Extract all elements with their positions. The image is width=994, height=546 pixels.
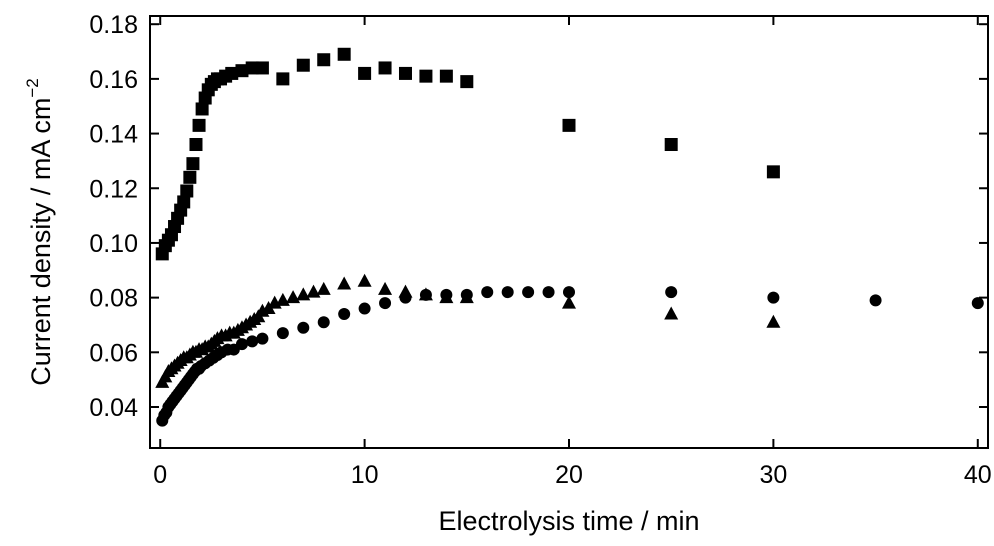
triangle-point <box>286 290 301 304</box>
triangle-point <box>664 306 679 320</box>
square-point <box>276 72 290 86</box>
square-point <box>562 118 576 132</box>
triangle-point <box>378 281 393 295</box>
square-point <box>225 66 239 80</box>
square-point <box>439 69 453 83</box>
y-tick-label: 0.14 <box>89 121 138 149</box>
x-tick-label: 0 <box>153 461 167 489</box>
square-point <box>189 138 203 152</box>
square-point <box>317 53 331 67</box>
x-tick-label: 20 <box>555 461 583 489</box>
x-axis-title: Electrolysis time / min <box>438 506 699 536</box>
circle-point <box>767 291 780 304</box>
circle-point <box>235 338 248 351</box>
square-point <box>180 184 194 198</box>
tick-labels: 0 10 20 30 40 0.04 0.06 0.08 0.10 0.12 0.14 0.16 0.1… <box>89 11 991 489</box>
data-markers <box>155 47 984 427</box>
square-point <box>183 170 197 184</box>
circle-point <box>563 286 575 299</box>
circle-point <box>256 332 269 345</box>
square-point <box>186 157 200 171</box>
circle-point <box>276 327 289 340</box>
circle-point <box>246 335 259 348</box>
series-triangle <box>155 273 781 388</box>
circle-point <box>481 286 494 299</box>
circle-point <box>665 286 678 299</box>
square-point <box>358 66 372 80</box>
square-point <box>235 64 249 78</box>
square-point <box>245 61 259 75</box>
square-point <box>664 138 678 152</box>
triangle-point <box>439 290 454 304</box>
y-tick-label: 0.12 <box>89 175 138 203</box>
circle-point <box>869 294 882 307</box>
circle-point <box>338 308 351 321</box>
circle-point <box>358 302 371 315</box>
circle-point <box>379 297 392 310</box>
circle-point <box>542 286 555 299</box>
circle-point <box>971 297 984 310</box>
square-point <box>378 61 392 75</box>
y-axis-title-text: Current density / mA cm <box>26 98 56 386</box>
y-tick-label: 0.10 <box>89 230 138 258</box>
y-axis-title-superscript: −2 <box>23 78 42 97</box>
tick-marks <box>150 16 988 448</box>
triangle-point <box>562 295 576 309</box>
circle-point <box>501 286 514 299</box>
y-axis-title: Current density / mA cm−2 <box>23 78 56 385</box>
square-point <box>195 102 209 116</box>
x-tick-label: 30 <box>759 461 787 489</box>
y-tick-label: 0.16 <box>89 66 138 94</box>
square-point <box>255 61 269 75</box>
triangle-point <box>296 287 311 301</box>
square-point <box>337 47 351 61</box>
plot-frame <box>149 15 989 449</box>
y-tick-label: 0.08 <box>89 285 138 313</box>
square-point <box>460 75 474 89</box>
triangle-point <box>275 292 290 306</box>
square-point <box>419 69 433 83</box>
square-point <box>192 118 206 132</box>
circle-point <box>297 321 310 334</box>
circle-point <box>522 286 535 299</box>
circle-point <box>317 316 330 329</box>
x-tick-label: 10 <box>351 461 379 489</box>
y-tick-label: 0.06 <box>89 339 138 367</box>
square-point <box>766 165 780 179</box>
triangle-point <box>357 273 372 287</box>
square-point <box>296 58 310 72</box>
triangle-point <box>459 290 474 304</box>
y-tick-label: 0.04 <box>89 394 138 422</box>
square-point <box>177 195 191 209</box>
triangle-point <box>337 276 352 290</box>
triangle-point <box>316 281 331 295</box>
triangle-point <box>418 287 433 301</box>
triangle-point <box>766 314 781 328</box>
triangle-point <box>398 284 413 298</box>
series-square <box>155 47 780 261</box>
y-tick-label: 0.18 <box>89 11 138 39</box>
triangle-point <box>306 284 321 298</box>
square-point <box>398 66 412 80</box>
series-circle <box>156 286 984 427</box>
x-tick-label: 40 <box>964 461 992 489</box>
